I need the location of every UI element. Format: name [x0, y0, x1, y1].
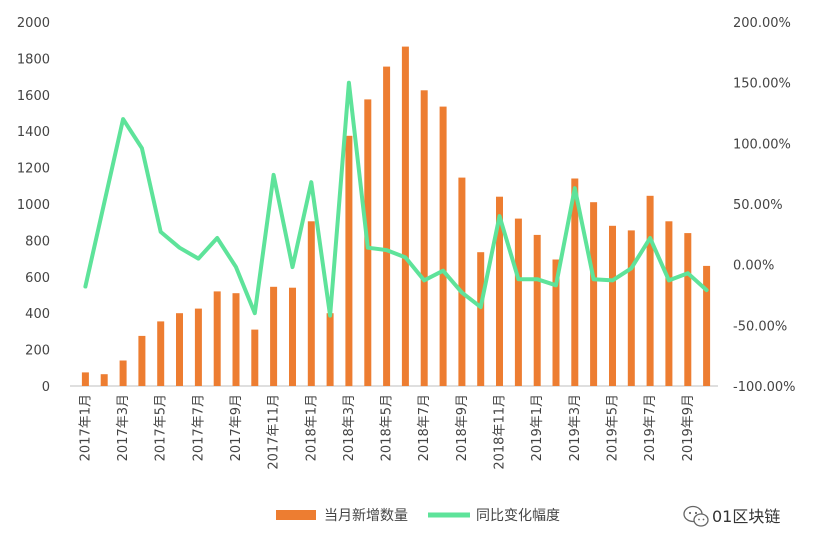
- right-axis-ticks: -100.00% -50.00% 0.00% 50.00% 100.00% 150.00%…: [733, 16, 796, 395]
- x-tick-label: 2019年5月: [606, 394, 621, 461]
- bar: [646, 195, 654, 386]
- bar: [345, 135, 353, 387]
- bar: [665, 221, 673, 386]
- x-tick-label: 2017年5月: [154, 394, 169, 461]
- bar: [533, 234, 541, 386]
- watermark-text: 01区块链: [712, 507, 780, 526]
- x-tick-label: 2017年9月: [229, 394, 244, 461]
- right-tick-label: -50.00%: [733, 319, 787, 334]
- bar: [289, 287, 296, 386]
- line-series: [83, 80, 709, 318]
- bar: [81, 372, 89, 386]
- right-tick-label: 100.00%: [733, 137, 791, 152]
- bar: [627, 230, 635, 386]
- bar: [590, 202, 598, 386]
- bar: [213, 291, 221, 386]
- bar: [703, 265, 711, 386]
- bar: [194, 308, 202, 386]
- left-tick-label: 0: [42, 380, 50, 395]
- right-tick-label: 50.00%: [733, 198, 783, 213]
- bar: [609, 225, 616, 386]
- left-tick-label: 2000: [17, 16, 50, 31]
- left-axis-ticks: 0 200 400 600 800 1000 1200 1400 1600 1800 2000: [17, 16, 50, 395]
- x-tick-label: 2018年11月: [493, 394, 508, 470]
- bar: [119, 360, 127, 386]
- x-tick-label: 2017年7月: [191, 394, 206, 461]
- left-tick-label: 800: [25, 234, 50, 249]
- legend-label-bar: 当月新增数量: [324, 508, 408, 524]
- right-tick-label: -100.00%: [733, 380, 796, 395]
- bar: [100, 374, 108, 386]
- bar: [176, 313, 183, 386]
- left-tick-label: 600: [25, 271, 50, 286]
- x-tick-label: 2017年3月: [116, 394, 131, 461]
- bar: [684, 233, 692, 386]
- left-tick-label: 1400: [17, 125, 50, 140]
- x-tick-label: 2019年1月: [530, 394, 545, 461]
- left-tick-label: 1600: [17, 89, 50, 104]
- right-tick-label: 150.00%: [733, 77, 791, 92]
- bar: [138, 335, 146, 386]
- bar: [477, 252, 485, 386]
- x-tick-label: 2017年1月: [78, 394, 93, 461]
- right-tick-label: 0.00%: [733, 259, 774, 274]
- bar: [458, 177, 466, 386]
- line-path: [83, 80, 709, 318]
- bar: [307, 221, 315, 386]
- bar: [157, 321, 165, 386]
- left-tick-label: 400: [25, 307, 50, 322]
- left-tick-label: 1800: [17, 52, 50, 67]
- right-tick-label: 200.00%: [733, 16, 791, 31]
- left-tick-label: 1000: [17, 198, 50, 213]
- bar: [514, 218, 522, 386]
- x-tick-label: 2019年3月: [568, 394, 583, 461]
- bar: [383, 66, 391, 386]
- legend-swatch-bar: [276, 510, 316, 520]
- bar: [251, 329, 259, 386]
- bar: [270, 286, 278, 386]
- x-tick-label: 2018年5月: [380, 394, 395, 461]
- bar: [552, 259, 560, 386]
- bar-series: [81, 46, 711, 387]
- x-tick-label: 2018年3月: [342, 394, 357, 461]
- left-tick-label: 1200: [17, 162, 50, 177]
- x-tick-label: 2018年7月: [417, 394, 432, 461]
- x-tick-label: 2017年11月: [267, 394, 282, 470]
- bar: [496, 196, 503, 386]
- left-tick-label: 200: [25, 344, 50, 359]
- bar: [326, 313, 334, 386]
- wechat-icon: [683, 505, 709, 527]
- x-tick-label: 2018年9月: [455, 394, 470, 461]
- x-tick-label: 2019年9月: [681, 394, 696, 461]
- bar: [571, 178, 579, 386]
- legend-label-line: 同比变化幅度: [476, 508, 560, 524]
- x-axis-ticks: 2017年1月 2017年3月 2017年5月 2017年7月 2017年9月 2017年…: [78, 394, 695, 470]
- x-tick-label: 2018年1月: [304, 394, 319, 461]
- bar: [420, 90, 428, 387]
- bar: [439, 106, 447, 386]
- x-tick-label: 2019年7月: [643, 394, 658, 461]
- legend: 当月新增数量 同比变化幅度: [276, 508, 560, 524]
- bar: [401, 46, 409, 386]
- watermark: 01区块链: [683, 505, 780, 527]
- bar: [232, 293, 240, 386]
